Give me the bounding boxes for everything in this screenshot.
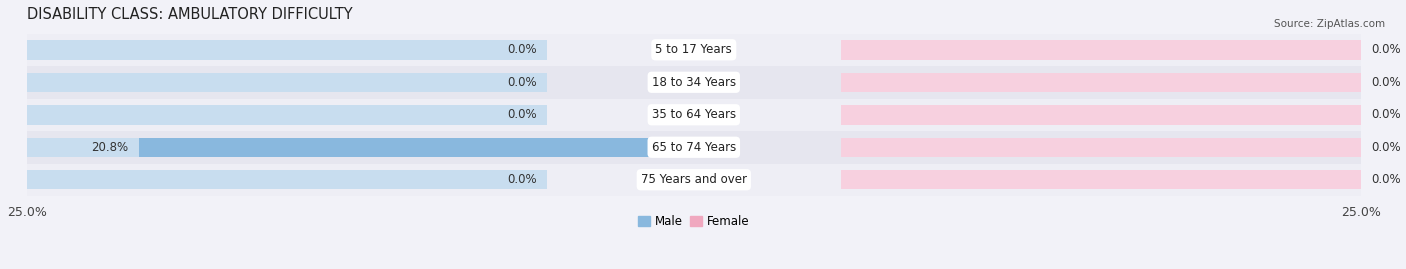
Bar — [27, 131, 1361, 164]
Text: 0.0%: 0.0% — [1371, 108, 1400, 121]
Bar — [27, 40, 547, 59]
Bar — [841, 40, 1361, 59]
Legend: Male, Female: Male, Female — [634, 210, 754, 233]
Text: 0.0%: 0.0% — [1371, 43, 1400, 56]
Text: 0.0%: 0.0% — [1371, 76, 1400, 89]
Bar — [841, 137, 1361, 157]
Text: 5 to 17 Years: 5 to 17 Years — [655, 43, 733, 56]
Text: 0.0%: 0.0% — [1371, 173, 1400, 186]
Bar — [27, 34, 1361, 66]
Bar — [27, 66, 1361, 98]
Bar — [27, 164, 1361, 196]
Text: 35 to 64 Years: 35 to 64 Years — [652, 108, 735, 121]
Text: 0.0%: 0.0% — [1371, 141, 1400, 154]
Text: Source: ZipAtlas.com: Source: ZipAtlas.com — [1274, 19, 1385, 29]
Text: 20.8%: 20.8% — [91, 141, 128, 154]
Bar — [27, 105, 547, 125]
Bar — [841, 170, 1361, 189]
Text: 0.0%: 0.0% — [506, 108, 537, 121]
Bar — [27, 98, 1361, 131]
Text: 0.0%: 0.0% — [506, 43, 537, 56]
Text: 18 to 34 Years: 18 to 34 Years — [652, 76, 735, 89]
Text: 65 to 74 Years: 65 to 74 Years — [651, 141, 735, 154]
Text: 0.0%: 0.0% — [506, 76, 537, 89]
Bar — [27, 73, 547, 92]
Text: 0.0%: 0.0% — [506, 173, 537, 186]
Bar — [27, 170, 547, 189]
Bar — [27, 137, 547, 157]
Bar — [841, 105, 1361, 125]
Bar — [841, 73, 1361, 92]
Text: 75 Years and over: 75 Years and over — [641, 173, 747, 186]
Text: DISABILITY CLASS: AMBULATORY DIFFICULTY: DISABILITY CLASS: AMBULATORY DIFFICULTY — [27, 7, 353, 22]
Bar — [139, 137, 693, 157]
